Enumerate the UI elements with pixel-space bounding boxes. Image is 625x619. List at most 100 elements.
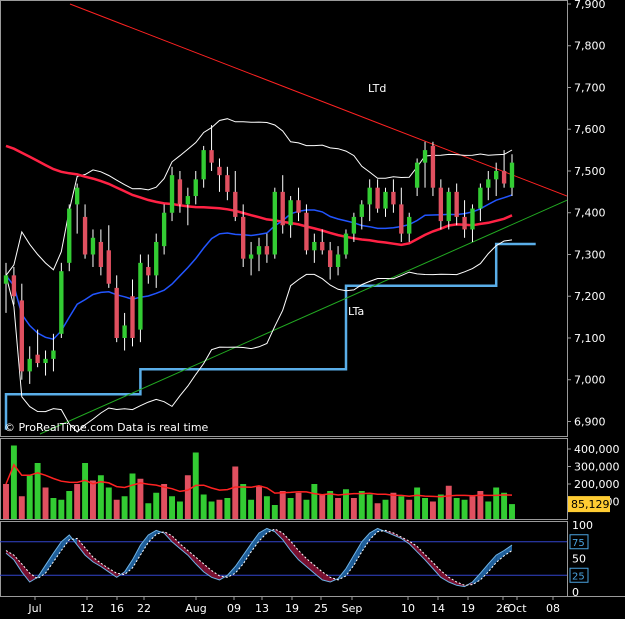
oscillator-panel: 10075502507525: [0, 519, 593, 599]
volume-bar: [66, 491, 73, 519]
volume-bar: [208, 501, 215, 519]
volume-bar: [58, 499, 65, 519]
oscillator-fill: [77, 538, 86, 556]
volume-bar: [358, 491, 365, 519]
volume-bar: [295, 492, 302, 519]
oscillator-fill: [314, 565, 323, 580]
oscillator-fill: [45, 553, 54, 574]
x-tick-label: 19: [285, 602, 299, 615]
price-tick-label: 7,900: [574, 0, 606, 11]
oscillator-tick-label: 50: [572, 553, 586, 566]
volume-bar: [161, 484, 168, 519]
price-tick-label: 7,700: [574, 81, 606, 94]
candle-body: [478, 187, 483, 209]
volume-bar: [461, 499, 468, 519]
candle-body: [67, 208, 72, 263]
price-tick-label: 7,100: [574, 332, 606, 345]
candle-body: [35, 354, 40, 364]
candle-body: [414, 162, 420, 188]
volume-bar: [263, 496, 270, 519]
x-tick-label: Sep: [342, 602, 363, 615]
candle-body: [264, 246, 270, 255]
panel-frame: [0, 521, 568, 597]
volume-bar: [398, 496, 405, 519]
bollinger-lower: [5, 239, 513, 433]
volume-bar: [469, 496, 476, 519]
volume-bar: [343, 489, 349, 519]
volume-bar: [477, 491, 484, 519]
volume-bar: [176, 501, 183, 519]
x-tick-label: 08: [546, 602, 560, 615]
x-tick-label: 19: [461, 602, 475, 615]
volume-bar: [485, 501, 492, 519]
candle-body: [327, 250, 333, 268]
volume-bar: [271, 505, 278, 519]
oscillator-fill: [488, 555, 497, 572]
x-tick-label: 14: [431, 602, 445, 615]
volume-bar: [248, 499, 255, 519]
x-tick-label: 16: [110, 602, 124, 615]
oscillator-fill: [298, 550, 307, 567]
oscillator-fill: [282, 533, 291, 551]
candle-body: [454, 191, 459, 217]
oscillator-fill: [140, 535, 149, 556]
volume-bar: [287, 498, 294, 519]
oscillator-fill: [100, 563, 109, 572]
volume-bar: [374, 503, 381, 519]
oscillator-fill: [29, 573, 38, 582]
oscillator-fill: [235, 555, 244, 574]
oscillator-fill: [417, 546, 426, 560]
volume-bar: [26, 475, 33, 519]
price-tick-label: 7,000: [574, 374, 606, 387]
volume-bar: [34, 463, 41, 519]
uptrend-label: LTa: [348, 305, 364, 318]
candle-body: [177, 179, 183, 205]
price-tick-label: 6,900: [574, 415, 606, 428]
watermark: © ProRealTime.com Data is real time: [4, 421, 209, 434]
candle-body: [470, 208, 475, 230]
candle-body: [335, 254, 341, 268]
oscillator-k-line: [5, 527, 513, 588]
oscillator-fill: [21, 563, 30, 582]
oscillator-fill: [148, 530, 157, 543]
candle-body: [272, 191, 277, 255]
volume-bar: [153, 492, 160, 519]
panel-frame: [0, 438, 568, 520]
candle-body: [391, 191, 396, 205]
volume-bar: [414, 487, 421, 519]
price-panel: 7,900 7,800 7,700 7,600 7,500 7,400 7,300 7,200…: [0, 0, 606, 437]
candle-body: [422, 150, 428, 163]
candle-body: [304, 212, 309, 251]
candle-body: [367, 187, 372, 205]
price-tick-label: 7,200: [574, 290, 606, 303]
volume-bar: [224, 498, 231, 519]
candle-body: [106, 250, 111, 284]
volume-bar: [406, 499, 413, 519]
price-tick-label: 7,500: [574, 165, 606, 178]
oscillator-fill: [425, 554, 433, 569]
oscillator-fill: [203, 563, 212, 578]
oscillator-fill: [361, 533, 370, 552]
candle-body: [233, 191, 238, 217]
volume-bar: [319, 494, 326, 519]
candle-body: [154, 241, 159, 276]
candle-body: [27, 358, 32, 372]
oscillator-fill: [179, 543, 188, 556]
oscillator-fill: [92, 557, 101, 567]
volume-bar: [105, 487, 112, 519]
volume-bar: [200, 494, 207, 519]
price-tick-label: 7,300: [574, 248, 606, 261]
candle-body: [248, 254, 254, 259]
volume-bar: [303, 499, 310, 519]
candle-body: [98, 241, 104, 268]
price-tick-label: 7,400: [574, 207, 606, 220]
candle-body: [114, 287, 119, 338]
volume-bar: [422, 498, 428, 519]
volume-bar: [10, 445, 17, 519]
volume-tick-label: 300,000: [574, 461, 620, 474]
volume-bar: [90, 480, 96, 519]
candle-body: [351, 216, 357, 234]
candle-body: [169, 175, 175, 213]
oscillator-fill: [353, 541, 362, 566]
